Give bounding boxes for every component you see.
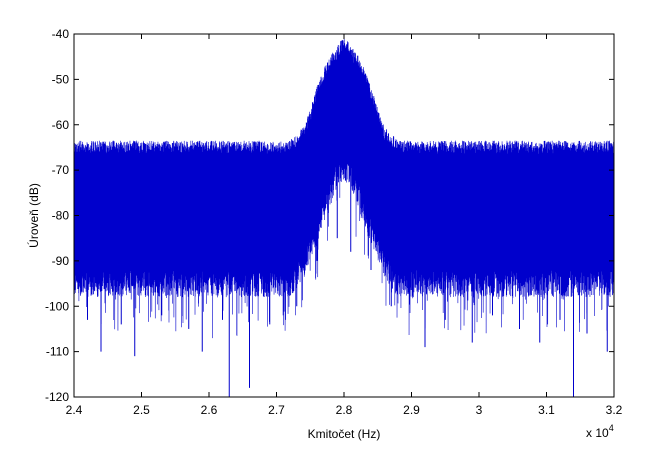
x-axis-multiplier-base: x 10 bbox=[586, 426, 609, 440]
x-tick-label-8: 3.2 bbox=[606, 403, 623, 417]
spectrum-core-band bbox=[74, 61, 614, 252]
y-tick-label-4: -80 bbox=[52, 209, 70, 223]
y-tick-label-1: -50 bbox=[52, 72, 70, 86]
x-tick-label-0: 2.4 bbox=[66, 403, 83, 417]
x-tick-label-1: 2.5 bbox=[133, 403, 150, 417]
y-tick-label-7: -110 bbox=[46, 345, 69, 359]
y-tick-label-8: -120 bbox=[45, 390, 69, 404]
x-axis-multiplier-exponent: 4 bbox=[609, 423, 614, 433]
x-tick-label-5: 2.9 bbox=[403, 403, 420, 417]
y-tick-label-2: -60 bbox=[52, 118, 70, 132]
x-axis-label: Kmitočet (Hz) bbox=[308, 427, 381, 441]
x-tick-label-4: 2.8 bbox=[336, 403, 353, 417]
x-tick-label-7: 3.1 bbox=[538, 403, 555, 417]
y-axis-label: Úroveň (dB) bbox=[26, 183, 41, 248]
y-tick-label-3: -70 bbox=[52, 163, 70, 177]
x-tick-label-6: 3 bbox=[476, 403, 483, 417]
x-axis-multiplier: x 104 bbox=[586, 423, 614, 440]
x-tick-label-2: 2.6 bbox=[201, 403, 218, 417]
y-tick-label-6: -100 bbox=[45, 299, 69, 313]
y-tick-label-0: -40 bbox=[52, 27, 70, 41]
y-tick-label-5: -90 bbox=[52, 254, 70, 268]
x-tick-label-3: 2.7 bbox=[268, 403, 285, 417]
axis-ticks: 2.4 2.5 2.6 2.7 2.8 2.9 3 3.1 3.2 -40 -50 -60 -70 -80… bbox=[45, 27, 623, 417]
